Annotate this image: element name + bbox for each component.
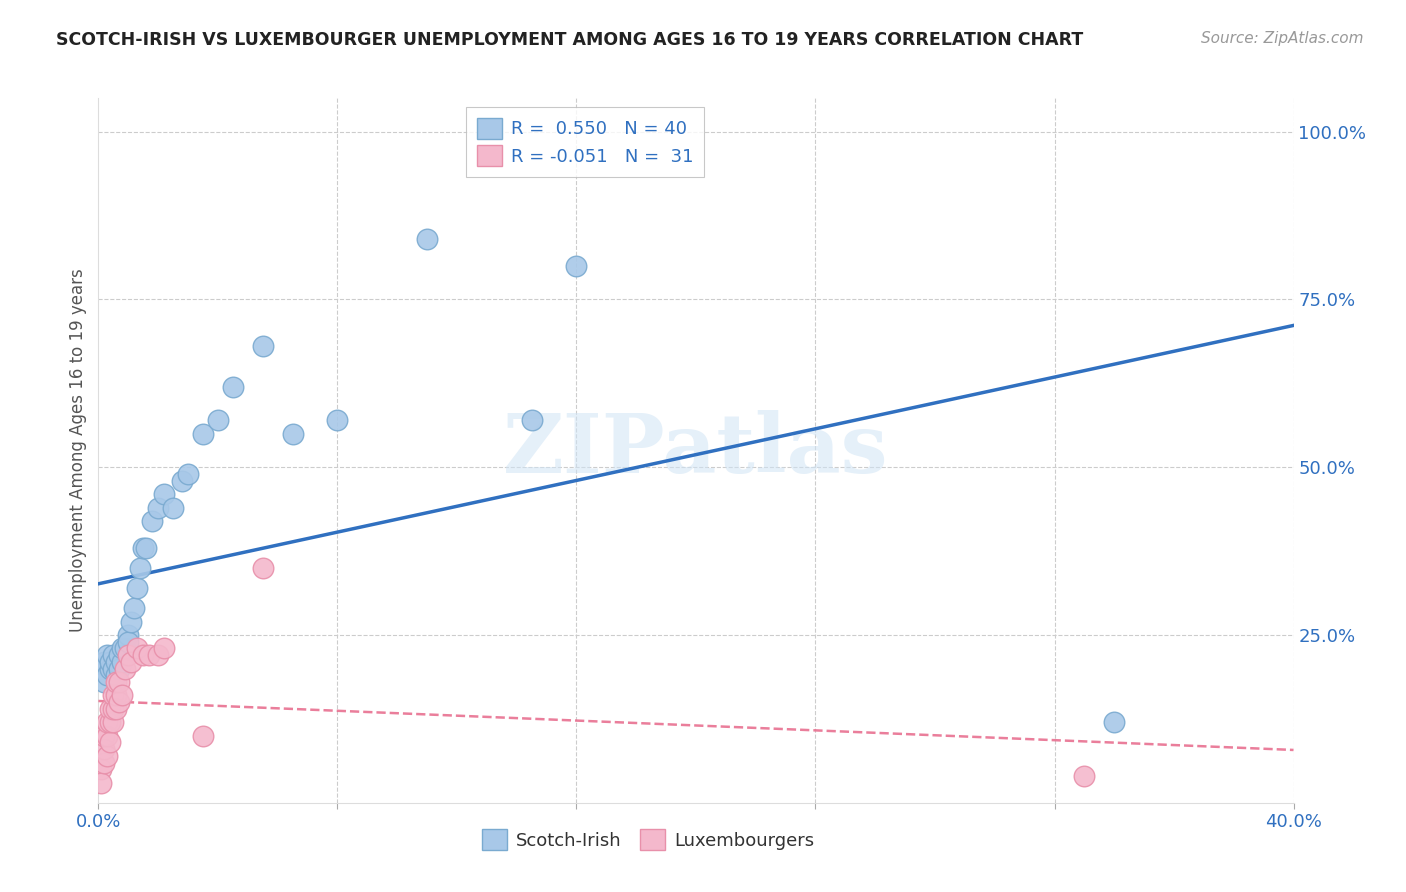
Point (120, 655, 142, 669)
Point (98, 702, 122, 716)
Point (252, 339, 274, 353)
Point (108, 675, 131, 690)
Point (520, 413, 543, 427)
Point (191, 426, 214, 441)
Point (172, 474, 194, 488)
Point (103, 689, 125, 703)
Point (96, 729, 118, 743)
Point (93, 675, 115, 690)
Point (96, 748, 118, 763)
Point (93, 742, 115, 756)
Point (111, 641, 134, 656)
Point (148, 648, 170, 662)
Point (108, 662, 131, 676)
Point (148, 500, 170, 515)
Text: ZIPatlas: ZIPatlas (503, 410, 889, 491)
Point (117, 628, 139, 642)
Point (90, 762, 112, 776)
Point (132, 648, 155, 662)
Point (98, 735, 122, 749)
Point (124, 601, 146, 615)
Point (98, 715, 122, 730)
Point (96, 715, 118, 730)
Point (98, 662, 122, 676)
Point (222, 380, 245, 394)
Point (93, 655, 115, 669)
Text: SCOTCH-IRISH VS LUXEMBOURGER UNEMPLOYMENT AMONG AGES 16 TO 19 YEARS CORRELATION : SCOTCH-IRISH VS LUXEMBOURGER UNEMPLOYMEN… (56, 31, 1084, 49)
Point (1104, 715, 1126, 730)
Y-axis label: Unemployment Among Ages 16 to 19 years: Unemployment Among Ages 16 to 19 years (69, 268, 87, 632)
Point (96, 668, 118, 682)
Point (108, 695, 131, 709)
Point (111, 655, 134, 669)
Point (132, 541, 155, 555)
Point (120, 615, 142, 629)
Point (103, 715, 125, 730)
Point (103, 702, 125, 716)
Point (129, 561, 152, 575)
Point (93, 729, 115, 743)
Point (252, 561, 274, 575)
Point (105, 689, 128, 703)
Point (108, 648, 131, 662)
Point (565, 259, 588, 273)
Point (127, 581, 149, 595)
Point (105, 675, 128, 690)
Point (117, 648, 139, 662)
Point (135, 541, 157, 555)
Point (1073, 769, 1095, 783)
Point (153, 641, 176, 656)
Point (416, 232, 439, 246)
Point (114, 641, 136, 656)
Point (90, 775, 112, 789)
Point (191, 729, 214, 743)
Point (162, 500, 184, 515)
Point (326, 413, 349, 427)
Point (90, 662, 112, 676)
Point (281, 426, 304, 441)
Point (207, 413, 229, 427)
Point (93, 756, 115, 770)
Point (103, 648, 125, 662)
Point (127, 641, 149, 656)
Point (141, 514, 163, 528)
Point (98, 655, 122, 669)
Legend: Scotch-Irish, Luxembourgers: Scotch-Irish, Luxembourgers (475, 822, 821, 857)
Point (117, 634, 139, 648)
Point (177, 467, 200, 481)
Point (105, 702, 128, 716)
Point (138, 648, 160, 662)
Point (114, 662, 136, 676)
Point (103, 662, 125, 676)
Point (153, 487, 176, 501)
Point (96, 648, 118, 662)
Text: Source: ZipAtlas.com: Source: ZipAtlas.com (1201, 31, 1364, 46)
Point (105, 668, 128, 682)
Point (105, 655, 128, 669)
Point (111, 689, 134, 703)
